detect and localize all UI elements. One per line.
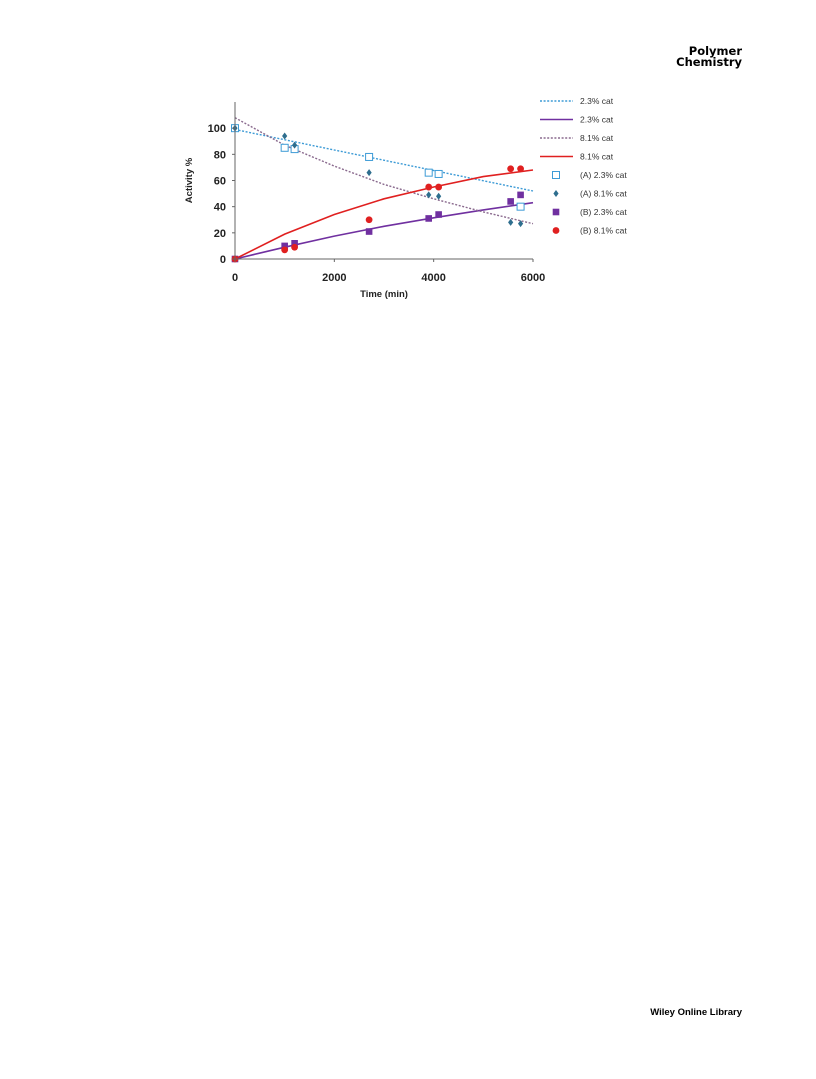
y-tick-label: 80: [214, 149, 226, 161]
data-point-series-0: [434, 169, 443, 178]
fit-line-0: [234, 128, 534, 192]
activity-chart: 0 20 40 60 80 100 0 2000 4000 6000 Time (min) Activ…: [184, 96, 627, 300]
data-point-series-0: [365, 152, 374, 161]
legend-label: 8.1% cat: [580, 133, 614, 143]
fit-line-1: [234, 201, 534, 260]
legend-label: (A) 2.3% cat: [580, 170, 627, 180]
data-point-series-1: [426, 191, 432, 199]
data-point-series-1: [436, 192, 442, 200]
legend-label: (A) 8.1% cat: [580, 189, 627, 199]
data-point-series-2: [435, 211, 442, 218]
legend-label: (B) 2.3% cat: [580, 207, 627, 217]
legend-marker-swatch: [552, 171, 560, 179]
plot-area: [231, 117, 534, 263]
data-point-series-2: [517, 191, 524, 199]
legend-label: 8.1% cat: [580, 152, 614, 162]
data-point-series-3: [435, 183, 443, 191]
legend-marker-swatch: [552, 208, 560, 216]
data-point-series-3: [281, 246, 289, 254]
journal-name-line1: Polymer: [688, 44, 742, 58]
y-tick-label: 40: [214, 202, 226, 214]
y-tick-label: 60: [214, 176, 226, 188]
data-point-series-0: [424, 168, 433, 177]
data-point-series-1: [282, 132, 288, 140]
y-axis-title: Activity %: [184, 157, 195, 203]
data-point-series-2: [507, 198, 514, 205]
legend-marker-swatch: [552, 227, 560, 234]
journal-brand: Polymer Chemistry: [676, 44, 742, 69]
y-tick-label: 0: [220, 254, 226, 266]
x-tick-label: 0: [232, 272, 238, 284]
data-point-series-3: [517, 165, 524, 173]
y-tick-label: 100: [208, 123, 226, 135]
data-point-series-3: [365, 216, 373, 224]
x-axis-title: Time (min): [360, 289, 408, 300]
legend-marker-swatch: [553, 190, 559, 197]
x-tick-label: 2000: [322, 272, 346, 284]
data-point-series-2: [291, 240, 298, 247]
legend-label: (B) 8.1% cat: [580, 226, 627, 236]
data-point-series-1: [517, 220, 524, 228]
data-point-series-2: [281, 242, 288, 250]
journal-name-line2: Chemistry: [676, 55, 742, 69]
data-point-series-0: [280, 143, 289, 152]
data-point-series-2: [425, 215, 432, 222]
data-point-series-1: [366, 169, 372, 177]
data-point-series-3: [425, 183, 433, 191]
x-tick-label: 4000: [421, 272, 445, 284]
y-tick-label: 20: [214, 228, 226, 240]
legend: 2.3% cat 2.3% cat 8.1% cat 8.1% cat (A) 2.3%…: [540, 96, 627, 236]
publisher-footer: Wiley Online Library: [650, 1007, 742, 1018]
x-tick-label: 6000: [521, 272, 545, 284]
fit-line-3: [234, 169, 534, 260]
data-point-series-2: [365, 228, 373, 235]
fit-line-2: [234, 117, 534, 225]
data-point-series-0: [516, 202, 525, 211]
axes: 0 20 40 60 80 100 0 2000 4000 6000 Time (min) Activ…: [184, 102, 545, 300]
data-point-series-1: [508, 218, 514, 226]
data-point-series-3: [291, 243, 298, 251]
legend-label: 2.3% cat: [580, 96, 614, 106]
legend-label: 2.3% cat: [580, 115, 614, 125]
data-point-series-3: [507, 165, 515, 173]
